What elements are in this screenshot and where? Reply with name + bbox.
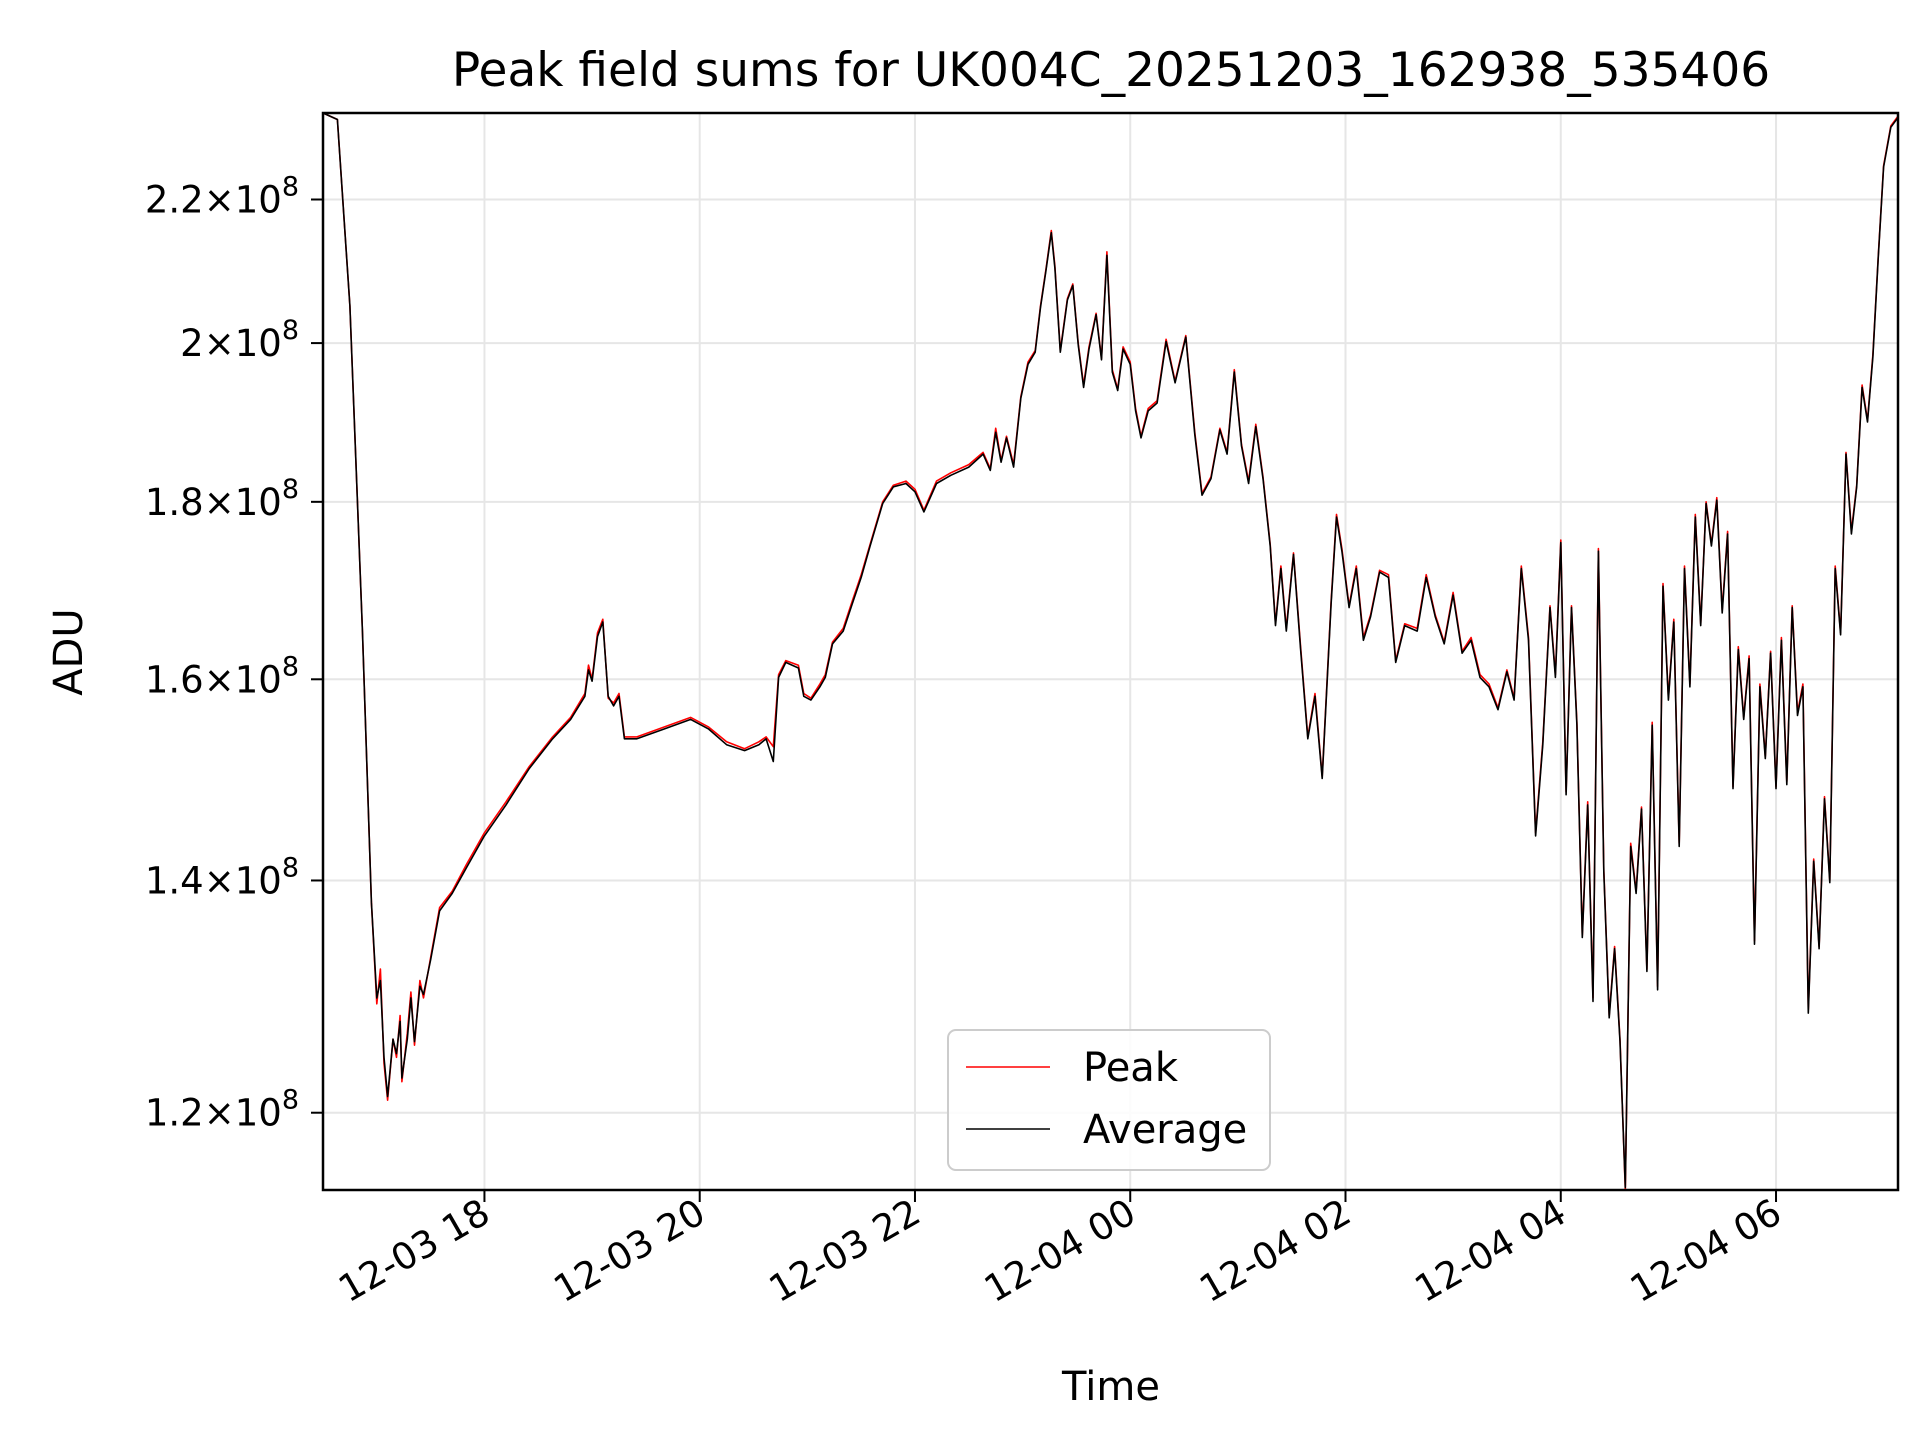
y-tick-times: ×10: [204, 178, 282, 221]
y-tick-exponent: 8: [282, 1085, 299, 1116]
y-tick-exponent: 8: [282, 315, 299, 346]
y-axis-label: ADU: [46, 608, 92, 695]
y-tick-mantissa: 2.2: [145, 178, 204, 221]
legend-box: [947, 1029, 1271, 1171]
y-tick-label: 1.8×108: [145, 474, 299, 524]
legend-label-peak: Peak: [1083, 1045, 1179, 1091]
y-tick-mantissa: 1.6: [145, 658, 204, 701]
y-tick-mantissa: 1.2: [145, 1092, 204, 1135]
y-tick-label: 1.2×108: [145, 1085, 299, 1135]
y-tick-exponent: 8: [282, 171, 299, 202]
x-axis-label: Time: [1061, 1364, 1160, 1410]
y-tick-label: 1.6×108: [145, 651, 299, 701]
y-tick-mantissa: 2: [180, 322, 204, 365]
y-tick-exponent: 8: [282, 474, 299, 505]
y-tick-exponent: 8: [282, 852, 299, 883]
series-line-average: [322, 112, 1899, 1189]
y-tick-exponent: 8: [282, 651, 299, 682]
y-tick-mantissa: 1.4: [145, 859, 204, 902]
y-tick-label: 2×108: [180, 315, 299, 365]
y-tick-times: ×10: [204, 481, 282, 524]
grid: [323, 113, 1898, 1190]
y-tick-mantissa: 1.8: [145, 481, 204, 524]
y-tick-times: ×10: [204, 658, 282, 701]
legend: Peak Average: [947, 1029, 1271, 1171]
y-tick-times: ×10: [204, 322, 282, 365]
plot-frame: [321, 111, 1900, 1192]
y-tick-label: 1.4×108: [145, 852, 299, 902]
series-lines: [322, 112, 1899, 1191]
y-tick-times: ×10: [204, 1092, 282, 1135]
chart-title: Peak field sums for UK004C_20251203_1629…: [452, 43, 1770, 98]
y-tick-label: 2.2×108: [145, 171, 299, 221]
y-tick-times: ×10: [204, 859, 282, 902]
legend-label-average: Average: [1083, 1107, 1247, 1153]
